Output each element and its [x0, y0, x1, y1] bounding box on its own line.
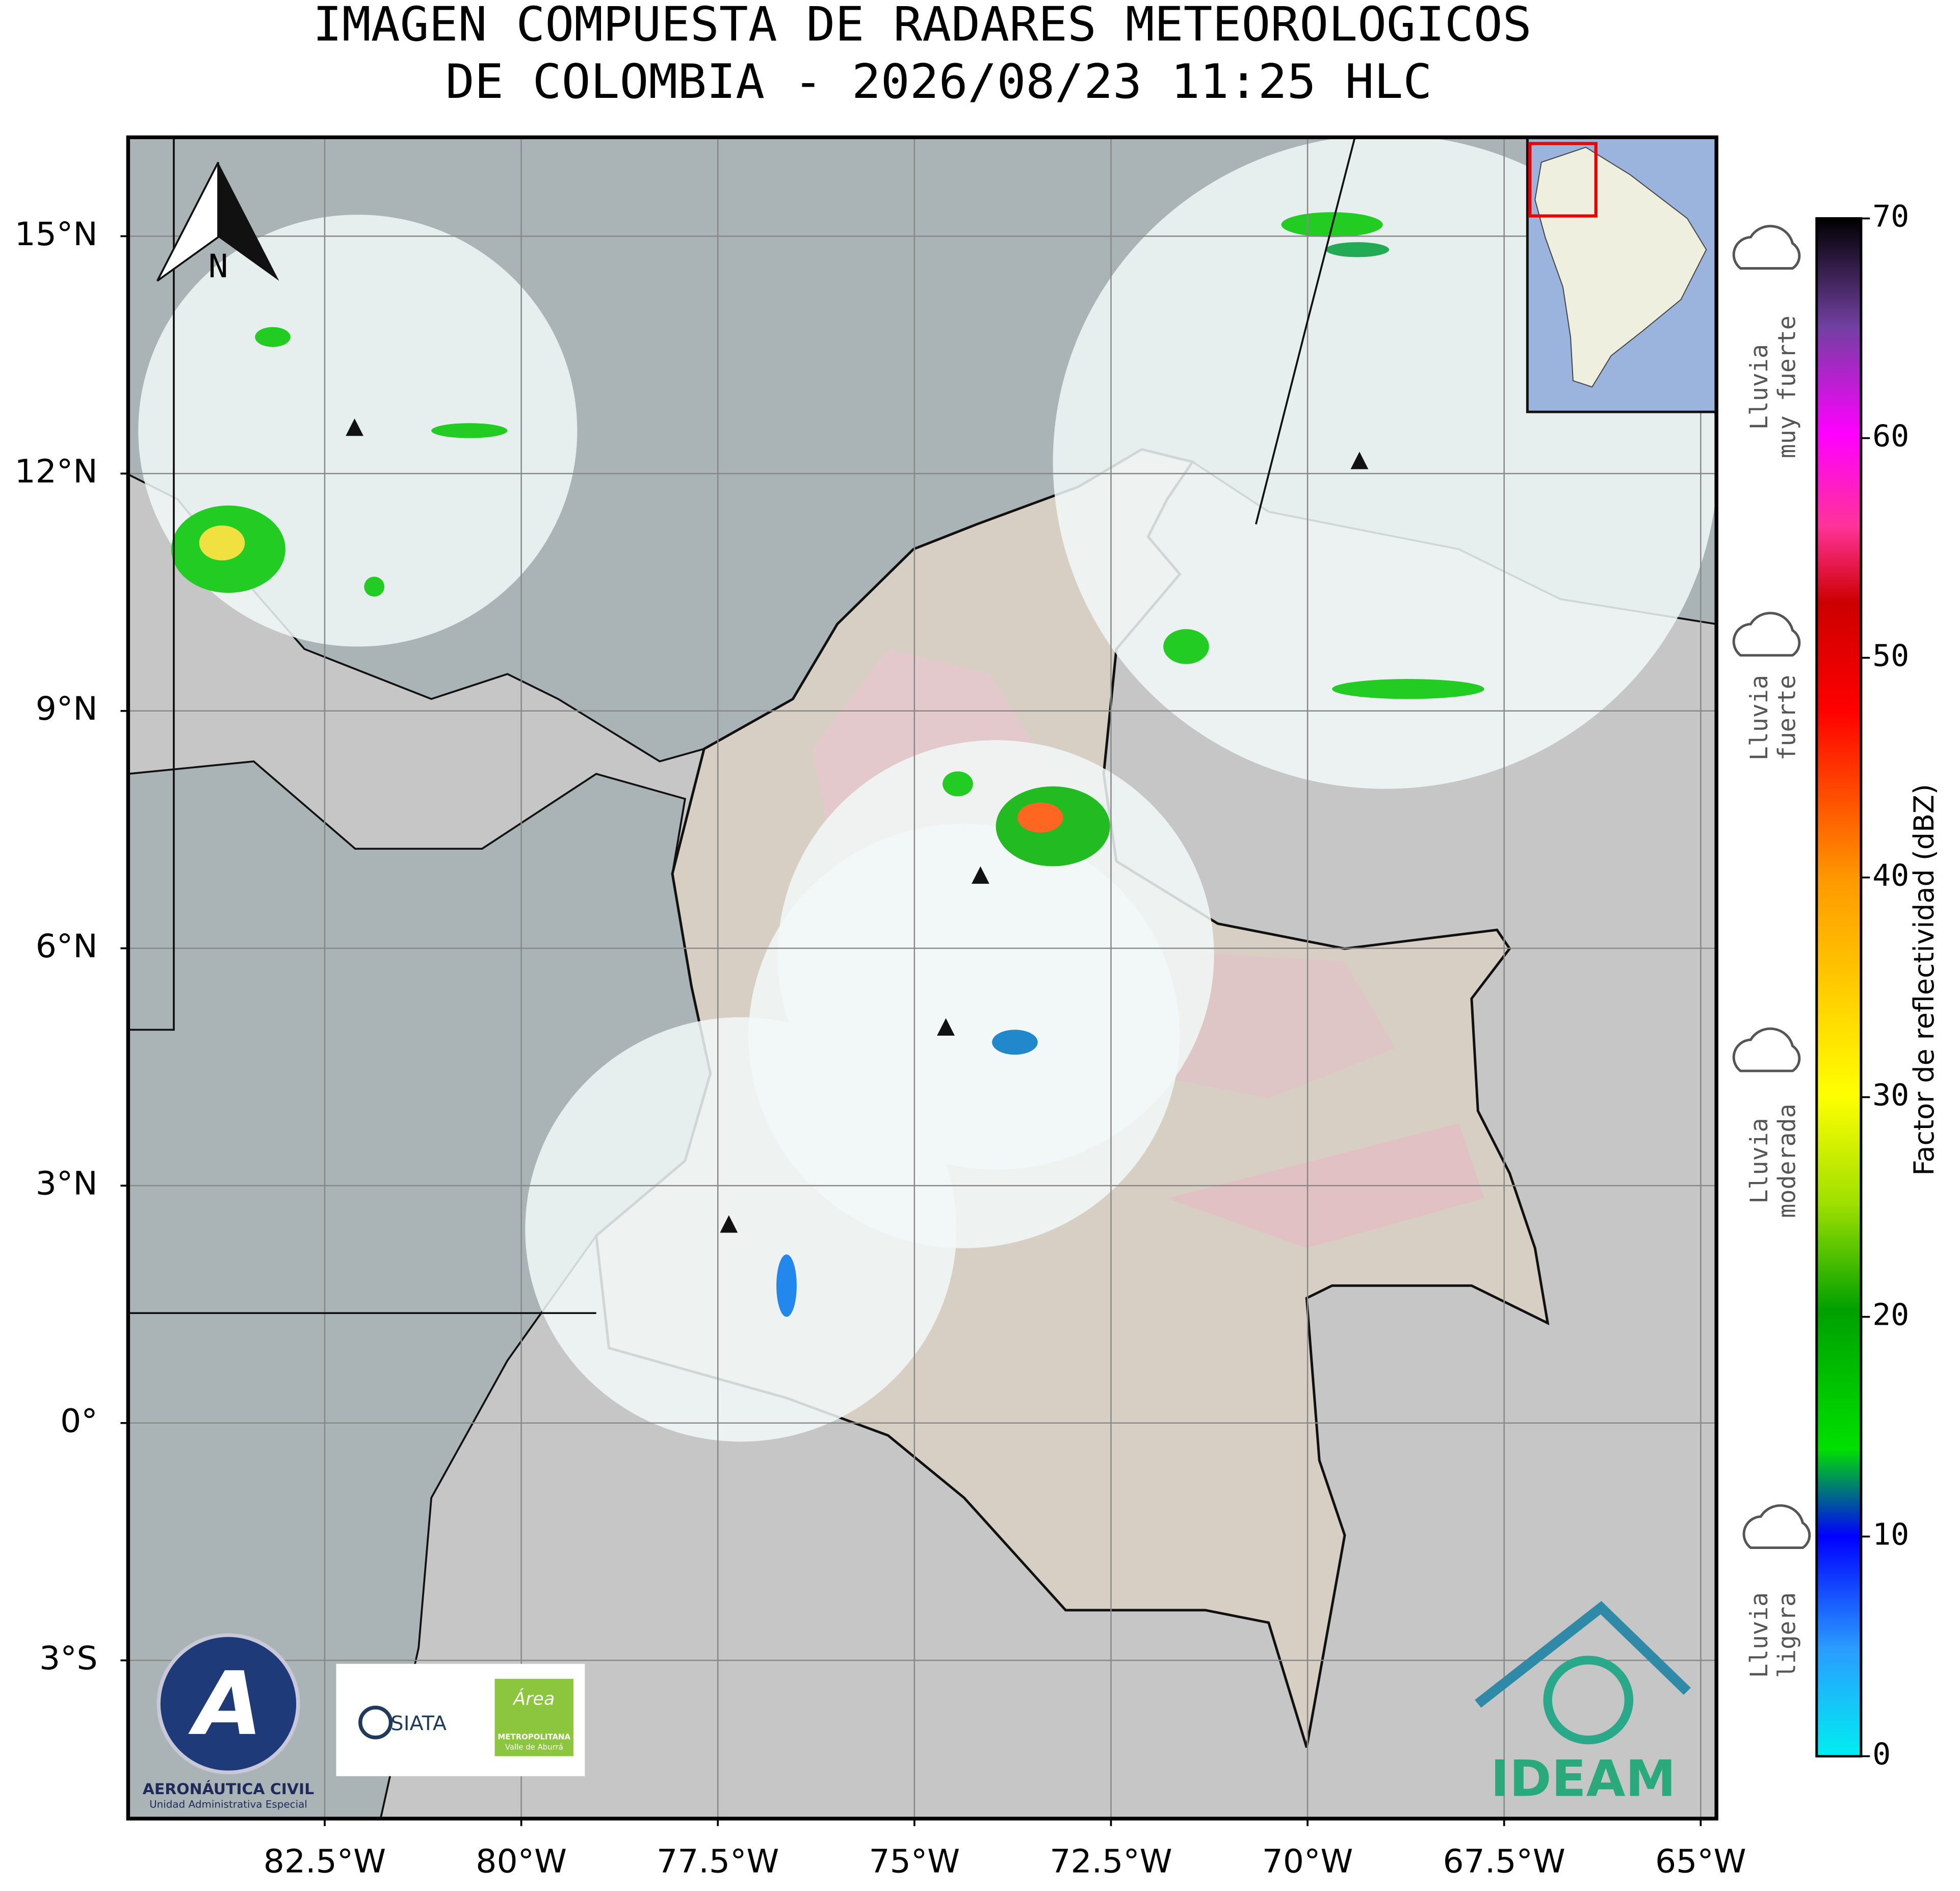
svg-text:A: A: [188, 1653, 263, 1754]
boundary-line: [1255, 137, 1356, 524]
y-tick-label: 0°: [60, 1402, 98, 1440]
radar-site: [937, 1018, 955, 1036]
colorbar-tick-label: 30: [1872, 1078, 1909, 1112]
colorbar-tick-label: 50: [1872, 638, 1909, 673]
logo-text: IDEAM: [1491, 1750, 1676, 1808]
intensity-label: Lluvia: [1745, 344, 1773, 430]
boundary-line: [128, 137, 175, 1031]
logos: A AERONÁUTICA CIVIL Unidad Administrativ…: [143, 1601, 1691, 1810]
colorbar: [1815, 217, 1863, 1757]
radar-site: [346, 418, 364, 436]
title-line: DE COLOMBIA - 2026/08/23 11:25 HLC: [446, 55, 1432, 110]
colorbar-tick-label: 60: [1872, 418, 1909, 453]
y-tick-label: 9°N: [36, 690, 98, 728]
graticule: [128, 137, 1717, 1819]
intensity-label: fuerte: [1773, 675, 1801, 760]
colorbar-tick-label: 70: [1872, 199, 1909, 233]
intensity-label: moderada: [1773, 1104, 1801, 1218]
x-tick-label: 72.5°W: [1050, 1843, 1172, 1880]
y-tick-label: 6°N: [36, 927, 98, 965]
colorbar-tick-label: 40: [1872, 858, 1909, 892]
title-line: IMAGEN COMPUESTA DE RADARES METEOROLOGIC…: [313, 0, 1532, 52]
colorbar-ticks: 0 10 20 30 40 50 60 70: [1861, 199, 1909, 1771]
axis-labels: 82.5°W 80°W 77.5°W 75°W 72.5°W 70°W 67.5°W 65°W…: [15, 215, 1746, 1880]
intensity-label: ligera: [1773, 1592, 1801, 1678]
radar-sites: [346, 418, 1369, 1233]
inset-map: [1526, 137, 1717, 413]
y-tick-label: 3°S: [39, 1639, 98, 1677]
intensity-icons: [1732, 225, 1811, 1549]
x-tick-label: 75°W: [869, 1843, 960, 1880]
logo-text: METROPOLITANA: [498, 1733, 570, 1742]
logo-text: SIATA: [390, 1712, 447, 1736]
radar-echoes: [171, 212, 1484, 1317]
x-tick-label: 77.5°W: [657, 1843, 779, 1880]
x-tick-label: 65°W: [1655, 1843, 1746, 1880]
intensity-label: Lluvia: [1745, 1118, 1773, 1203]
logo-text: AERONÁUTICA CIVIL: [143, 1780, 314, 1798]
x-tick-label: 80°W: [476, 1843, 567, 1880]
logo-text: Valle de Aburrá: [505, 1743, 563, 1751]
north-label: N: [208, 247, 228, 285]
logo-text: Área: [512, 1689, 555, 1710]
colorbar-tick-label: 20: [1872, 1297, 1909, 1332]
colorbar-tick-label: 0: [1872, 1737, 1891, 1771]
colorbar-tick-label: 10: [1872, 1517, 1909, 1552]
y-tick-label: 12°N: [15, 453, 98, 490]
x-tick-label: 67.5°W: [1443, 1843, 1565, 1880]
x-tick-label: 82.5°W: [264, 1843, 386, 1880]
radar-site: [720, 1215, 738, 1233]
colorbar-label: Factor de reflectividad (dBZ): [1908, 784, 1941, 1176]
x-tick-label: 70°W: [1262, 1843, 1353, 1880]
map-body: N A AERONÁUTICA CIVIL Unidad Administrat…: [128, 137, 1717, 1819]
y-tick-label: 3°N: [36, 1165, 98, 1202]
map-frame: [126, 135, 1718, 1821]
intensity-label: Lluvia: [1745, 675, 1773, 760]
intensity-label: muy fuerte: [1773, 316, 1801, 458]
logo-text: Unidad Administrativa Especial: [149, 1799, 307, 1810]
radar-site: [971, 866, 989, 884]
y-tick-label: 15°N: [15, 215, 98, 253]
intensity-label: Lluvia: [1745, 1592, 1773, 1678]
radar-site: [1350, 452, 1369, 469]
